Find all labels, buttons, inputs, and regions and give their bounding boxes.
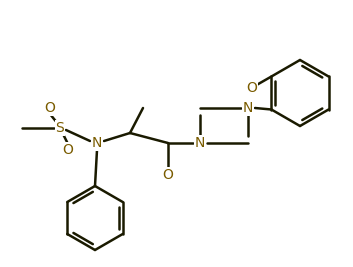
Text: O: O bbox=[44, 101, 55, 115]
Text: O: O bbox=[62, 143, 73, 157]
Text: N: N bbox=[195, 136, 205, 150]
Text: N: N bbox=[243, 101, 253, 115]
Text: N: N bbox=[92, 136, 102, 150]
Text: S: S bbox=[56, 121, 64, 135]
Text: O: O bbox=[163, 168, 173, 182]
Text: O: O bbox=[246, 81, 257, 96]
